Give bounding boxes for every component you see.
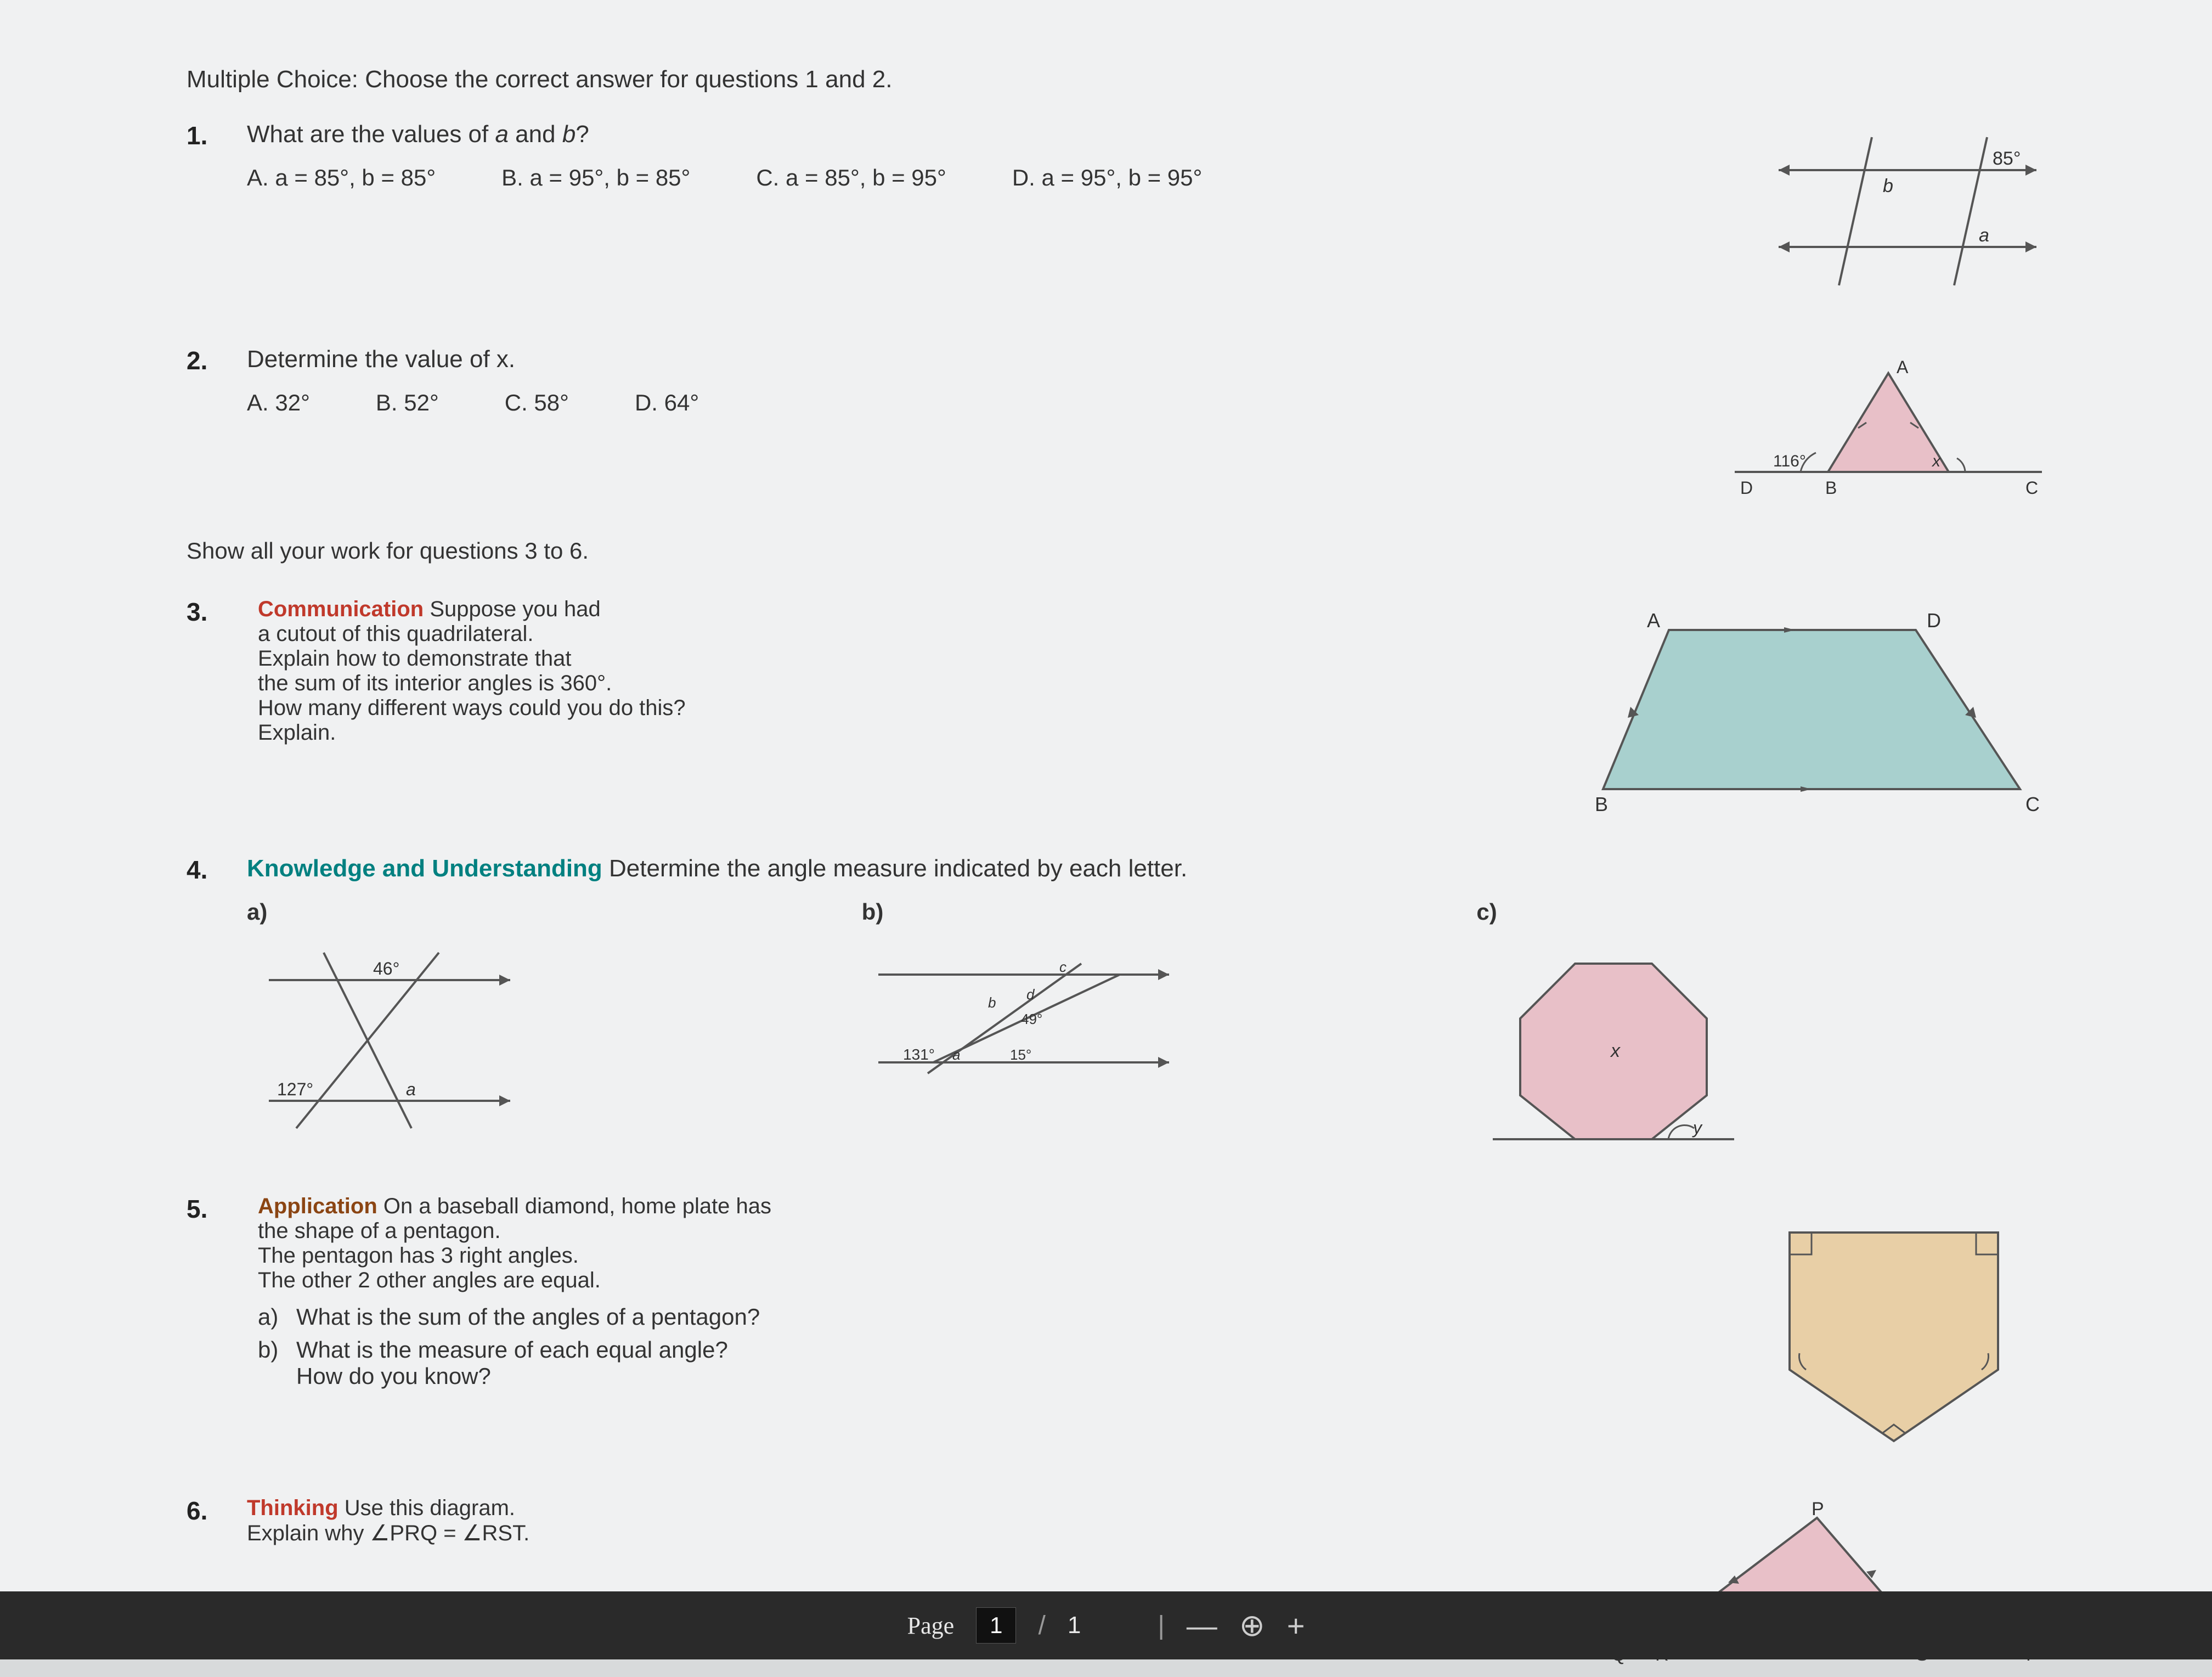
q5-line2: the shape of a pentagon. xyxy=(258,1219,1685,1243)
q4-number: 4. xyxy=(187,855,214,885)
svg-text:x: x xyxy=(1610,1040,1621,1061)
zoom-out-icon[interactable]: — xyxy=(1187,1608,1217,1644)
q4b-diagram: 131° a 15° b d c 49° xyxy=(862,936,1191,1101)
q4c-label: c) xyxy=(1476,899,2058,925)
question-3: 3. Communication Suppose you had a cutou… xyxy=(187,597,2058,822)
svg-text:B: B xyxy=(1595,793,1608,815)
q1-opt-c: C. a = 85°, b = 95° xyxy=(756,165,946,191)
q2-number: 2. xyxy=(187,346,214,375)
q2-diagram: D B A C 116° x xyxy=(1718,346,2058,499)
svg-text:C: C xyxy=(2025,478,2038,498)
svg-text:c: c xyxy=(1059,959,1066,975)
q1-number: 1. xyxy=(187,121,214,150)
q4c-diagram: x y xyxy=(1476,936,1751,1156)
svg-text:d: d xyxy=(1026,986,1035,1003)
q5-line3: The pentagon has 3 right angles. xyxy=(258,1243,1685,1268)
question-1: 1. What are the values of a and b? A. a … xyxy=(187,121,2058,313)
svg-text:131°: 131° xyxy=(903,1046,935,1063)
q1-diagram: 85° b a xyxy=(1751,121,2058,307)
question-2: 2. Determine the value of x. A. 32° B. 5… xyxy=(187,346,2058,505)
svg-text:B: B xyxy=(1825,478,1837,498)
q3-line6: Explain. xyxy=(258,721,1521,745)
question-4: 4. Knowledge and Understanding Determine… xyxy=(187,855,2058,1161)
q1-b-label: b xyxy=(1883,176,1893,196)
q3-diagram: A D B C xyxy=(1565,597,2058,817)
svg-text:46°: 46° xyxy=(373,959,399,978)
svg-text:b: b xyxy=(988,994,996,1011)
q1-opt-b: B. a = 95°, b = 85° xyxy=(501,165,690,191)
svg-text:49°: 49° xyxy=(1021,1011,1042,1027)
q3-line5: How many different ways could you do thi… xyxy=(258,696,1521,721)
zoom-fit-icon[interactable]: ⊕ xyxy=(1239,1607,1265,1644)
question-5: 5. Application On a baseball diamond, ho… xyxy=(187,1194,2058,1463)
svg-text:A: A xyxy=(1647,609,1660,632)
q4b-label: b) xyxy=(862,899,1444,925)
q3-line1: Communication Suppose you had xyxy=(258,597,1521,622)
q2-opt-a: A. 32° xyxy=(247,390,310,416)
q3-number: 3. xyxy=(187,597,214,627)
q4a-diagram: 46° 127° a xyxy=(247,936,532,1145)
svg-text:C: C xyxy=(2025,793,2040,815)
q1-stem: What are the values of a and b? xyxy=(247,121,1718,148)
q1-a-label: a xyxy=(1979,225,1989,246)
q3-line3: Explain how to demonstrate that xyxy=(258,646,1521,671)
q5-diagram xyxy=(1729,1194,2058,1457)
show-work-instruction: Show all your work for questions 3 to 6. xyxy=(187,538,2058,564)
q6-line2: Explain why ∠PRQ = ∠RST. xyxy=(247,1521,1554,1546)
zoom-in-icon[interactable]: + xyxy=(1287,1608,1305,1644)
svg-text:15°: 15° xyxy=(1010,1046,1031,1063)
svg-text:a: a xyxy=(952,1046,960,1063)
q5-number: 5. xyxy=(187,1194,214,1224)
nav-page-input[interactable]: 1 xyxy=(976,1607,1016,1644)
nav-page-label: Page xyxy=(907,1612,955,1640)
svg-text:a: a xyxy=(406,1079,416,1099)
pdf-nav-bar: Page 1 / 1 | — ⊕ + xyxy=(0,1591,2212,1659)
q2-opt-b: B. 52° xyxy=(376,390,439,416)
svg-text:x: x xyxy=(1931,452,1941,470)
q1-85-label: 85° xyxy=(1993,148,2021,169)
q5-part-a: a)What is the sum of the angles of a pen… xyxy=(258,1304,1685,1330)
nav-sep: / xyxy=(1038,1611,1045,1641)
q6-number: 6. xyxy=(187,1496,214,1526)
q5-line1: Application On a baseball diamond, home … xyxy=(258,1194,1685,1219)
q2-stem: Determine the value of x. xyxy=(247,346,1685,373)
svg-text:127°: 127° xyxy=(277,1079,313,1099)
q5-part-b: b)What is the measure of each equal angl… xyxy=(258,1337,1685,1389)
q1-opt-d: D. a = 95°, b = 95° xyxy=(1012,165,1202,191)
mc-instructions: Multiple Choice: Choose the correct answ… xyxy=(187,66,2058,93)
q4a-label: a) xyxy=(247,899,829,925)
svg-text:A: A xyxy=(1897,357,1909,377)
svg-text:D: D xyxy=(1740,478,1753,498)
q2-opt-d: D. 64° xyxy=(635,390,699,416)
q3-line2: a cutout of this quadrilateral. xyxy=(258,622,1521,646)
q1-opt-a: A. a = 85°, b = 85° xyxy=(247,165,436,191)
worksheet-page: Multiple Choice: Choose the correct answ… xyxy=(0,0,2212,1591)
q6-line1: Thinking Use this diagram. xyxy=(247,1496,1554,1521)
svg-text:P: P xyxy=(1812,1499,1824,1520)
svg-text:D: D xyxy=(1927,609,1941,632)
nav-total-pages: 1 xyxy=(1068,1612,1081,1639)
q5-line4: The other 2 other angles are equal. xyxy=(258,1268,1685,1293)
q2-opt-c: C. 58° xyxy=(505,390,569,416)
q4-stem: Knowledge and Understanding Determine th… xyxy=(247,855,2058,882)
q3-line4: the sum of its interior angles is 360°. xyxy=(258,671,1521,696)
